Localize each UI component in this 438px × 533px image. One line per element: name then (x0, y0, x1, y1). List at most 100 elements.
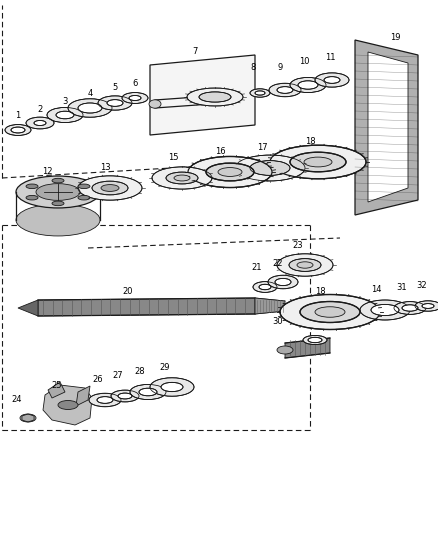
Ellipse shape (394, 302, 426, 314)
Text: 27: 27 (113, 372, 124, 381)
Ellipse shape (277, 346, 293, 354)
Text: 29: 29 (160, 362, 170, 372)
Ellipse shape (280, 295, 380, 329)
Ellipse shape (36, 184, 80, 200)
Ellipse shape (174, 175, 190, 181)
Text: 32: 32 (417, 280, 427, 289)
Ellipse shape (235, 155, 305, 181)
Ellipse shape (371, 304, 399, 316)
Ellipse shape (290, 152, 346, 172)
Polygon shape (150, 55, 255, 135)
Ellipse shape (139, 388, 157, 396)
Ellipse shape (150, 378, 194, 396)
Ellipse shape (78, 103, 102, 113)
Text: 10: 10 (299, 58, 309, 67)
Text: 25: 25 (52, 381, 62, 390)
Text: 18: 18 (314, 287, 325, 295)
Ellipse shape (97, 397, 113, 403)
Ellipse shape (422, 304, 434, 309)
Ellipse shape (149, 100, 161, 108)
Text: 8: 8 (250, 63, 256, 72)
Ellipse shape (250, 89, 270, 97)
Ellipse shape (324, 77, 340, 83)
Polygon shape (48, 382, 65, 398)
Ellipse shape (52, 179, 64, 183)
Ellipse shape (161, 382, 183, 392)
Ellipse shape (101, 184, 119, 191)
Text: 17: 17 (257, 143, 267, 152)
Ellipse shape (277, 254, 333, 276)
Ellipse shape (275, 278, 291, 286)
Polygon shape (43, 385, 92, 425)
Ellipse shape (166, 172, 198, 184)
Ellipse shape (270, 145, 366, 179)
Ellipse shape (26, 196, 38, 200)
Text: 3: 3 (62, 96, 68, 106)
Ellipse shape (206, 163, 254, 181)
Ellipse shape (259, 284, 271, 290)
Text: 20: 20 (123, 287, 133, 296)
Polygon shape (18, 300, 38, 316)
Text: 9: 9 (277, 62, 283, 71)
Ellipse shape (11, 127, 25, 133)
Text: 18: 18 (305, 138, 315, 147)
Ellipse shape (47, 108, 83, 123)
Ellipse shape (16, 204, 100, 236)
Text: 16: 16 (215, 148, 225, 157)
Ellipse shape (250, 160, 290, 175)
Ellipse shape (129, 95, 141, 101)
Ellipse shape (34, 120, 46, 125)
Polygon shape (355, 40, 418, 215)
Ellipse shape (308, 337, 322, 343)
Polygon shape (255, 298, 285, 314)
Ellipse shape (152, 167, 212, 189)
Ellipse shape (78, 176, 142, 200)
Polygon shape (368, 52, 408, 202)
Text: 30: 30 (273, 318, 283, 327)
Ellipse shape (289, 259, 321, 271)
Text: 1: 1 (15, 111, 21, 120)
Ellipse shape (218, 167, 242, 176)
Ellipse shape (298, 81, 318, 89)
Ellipse shape (20, 414, 36, 422)
Text: 7: 7 (192, 47, 198, 56)
Text: 15: 15 (168, 154, 178, 163)
Ellipse shape (315, 73, 349, 87)
Text: 5: 5 (113, 84, 118, 93)
Polygon shape (76, 386, 90, 406)
Text: 13: 13 (100, 164, 110, 173)
Ellipse shape (269, 83, 301, 96)
Ellipse shape (89, 393, 121, 407)
Ellipse shape (360, 300, 410, 320)
Ellipse shape (290, 77, 326, 93)
Ellipse shape (107, 100, 123, 107)
Ellipse shape (268, 275, 298, 289)
Ellipse shape (415, 301, 438, 311)
Ellipse shape (118, 393, 132, 399)
Ellipse shape (315, 307, 345, 317)
Ellipse shape (92, 181, 128, 195)
Ellipse shape (253, 281, 277, 293)
Ellipse shape (402, 305, 418, 311)
Ellipse shape (78, 184, 90, 189)
Ellipse shape (111, 390, 139, 402)
Text: 14: 14 (371, 285, 381, 294)
Ellipse shape (255, 91, 265, 95)
Text: 26: 26 (93, 376, 103, 384)
Ellipse shape (122, 93, 148, 103)
Ellipse shape (16, 176, 100, 208)
Ellipse shape (199, 92, 231, 102)
Text: 24: 24 (12, 395, 22, 405)
Ellipse shape (56, 111, 74, 119)
Ellipse shape (78, 196, 90, 200)
Ellipse shape (303, 335, 327, 344)
Text: 19: 19 (390, 34, 400, 43)
Text: 4: 4 (87, 88, 92, 98)
Text: 23: 23 (293, 240, 303, 249)
Text: 28: 28 (135, 367, 145, 376)
Ellipse shape (68, 99, 112, 117)
Ellipse shape (130, 384, 166, 400)
Ellipse shape (304, 157, 332, 167)
Text: 6: 6 (132, 78, 138, 87)
Ellipse shape (188, 157, 272, 188)
